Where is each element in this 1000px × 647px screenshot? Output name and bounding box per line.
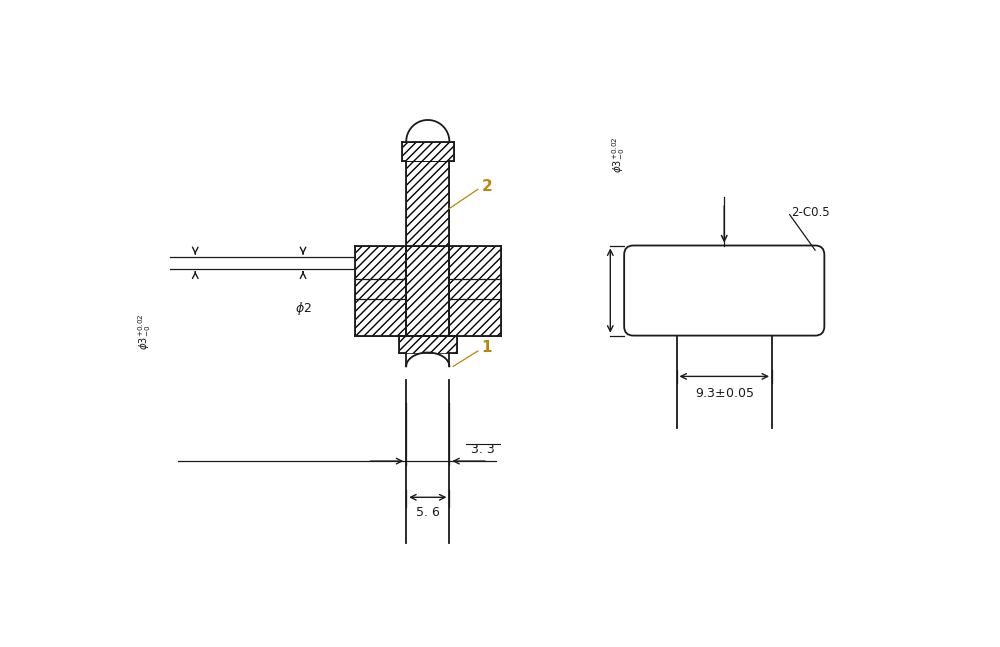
Text: 2-C0.5: 2-C0.5 (791, 206, 830, 219)
Text: 3. 3: 3. 3 (471, 443, 495, 456)
Text: 1: 1 (482, 340, 492, 355)
Text: $\phi$3$^{+0.02}_{-0}$: $\phi$3$^{+0.02}_{-0}$ (136, 313, 153, 350)
Text: 5. 6: 5. 6 (416, 506, 440, 519)
Text: $\phi$3$^{+0.02}_{-0}$: $\phi$3$^{+0.02}_{-0}$ (610, 137, 627, 173)
Text: 2: 2 (482, 179, 492, 195)
Text: 9.3$\pm$0.05: 9.3$\pm$0.05 (695, 387, 754, 400)
Text: $\phi$2: $\phi$2 (295, 300, 311, 317)
